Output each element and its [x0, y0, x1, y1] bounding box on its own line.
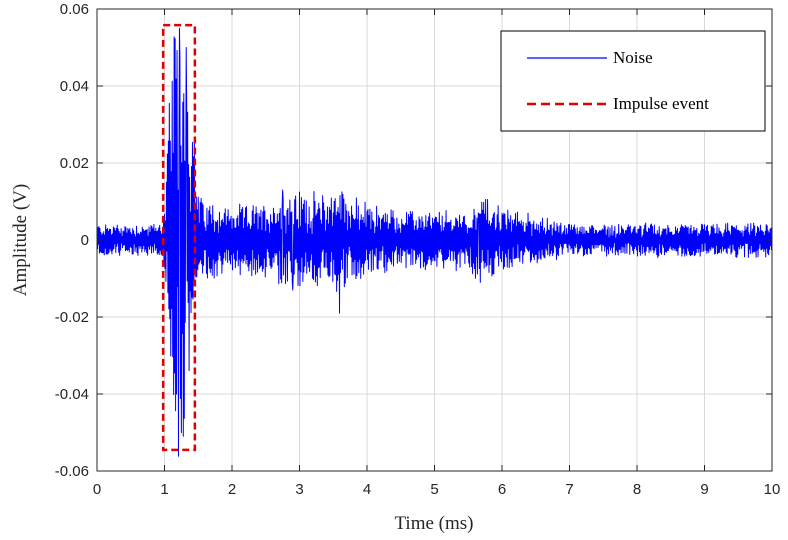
legend: Noise Impulse event	[500, 30, 766, 132]
impulse-event-box	[161, 23, 197, 452]
x-tick-label: 6	[498, 481, 506, 498]
x-tick-label: 7	[565, 481, 573, 498]
tick-labels: 0 1 2 3 4 5 6 7 8 9 10 0.06 0.04 0.02 0 -0.02 -0.04 -0.06	[55, 1, 781, 498]
y-tick-label: 0.02	[60, 155, 89, 172]
legend-impulse-label: Impulse event	[613, 94, 709, 113]
tick-marks	[96, 8, 773, 472]
x-tick-label: 10	[764, 481, 781, 498]
x-tick-label: 9	[700, 481, 708, 498]
y-tick-label: 0.04	[60, 78, 89, 95]
y-axis-label: Amplitude (V)	[10, 184, 31, 296]
noise-line	[96, 27, 773, 457]
x-tick-label: 3	[295, 481, 303, 498]
y-tick-label: 0	[81, 232, 89, 249]
legend-noise-label: Noise	[613, 48, 653, 67]
x-tick-label: 0	[93, 481, 101, 498]
y-tick-label: 0.06	[60, 1, 89, 18]
x-tick-label: 2	[228, 481, 236, 498]
y-tick-label: -0.02	[55, 309, 89, 326]
y-tick-label: -0.06	[55, 463, 89, 480]
y-tick-label: -0.04	[55, 386, 89, 403]
x-tick-label: 5	[430, 481, 438, 498]
x-tick-label: 4	[363, 481, 371, 498]
x-axis-label: Time (ms)	[394, 513, 473, 534]
x-tick-label: 8	[633, 481, 641, 498]
noise-series	[96, 27, 773, 457]
x-tick-label: 1	[160, 481, 168, 498]
legend-box	[500, 30, 766, 132]
